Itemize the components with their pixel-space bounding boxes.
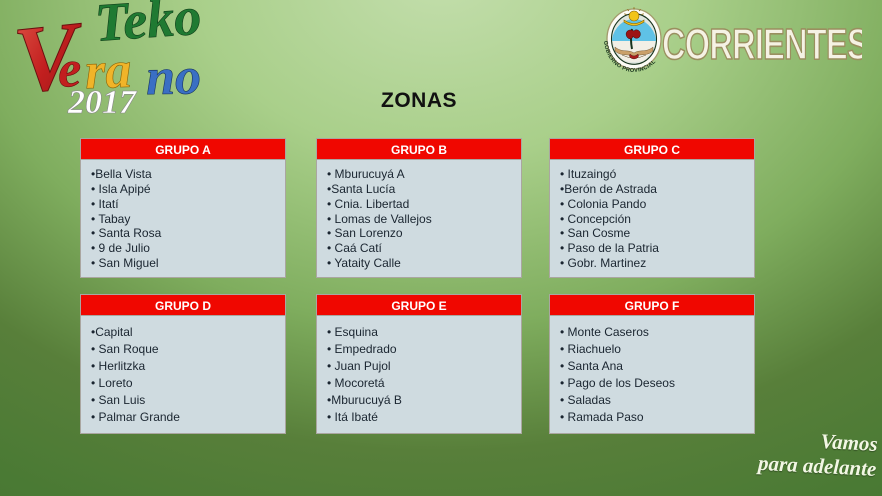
- svg-text:CORRIENTES: CORRIENTES: [662, 20, 862, 69]
- svg-text:2017: 2017: [67, 84, 138, 121]
- svg-text:no: no: [146, 48, 202, 106]
